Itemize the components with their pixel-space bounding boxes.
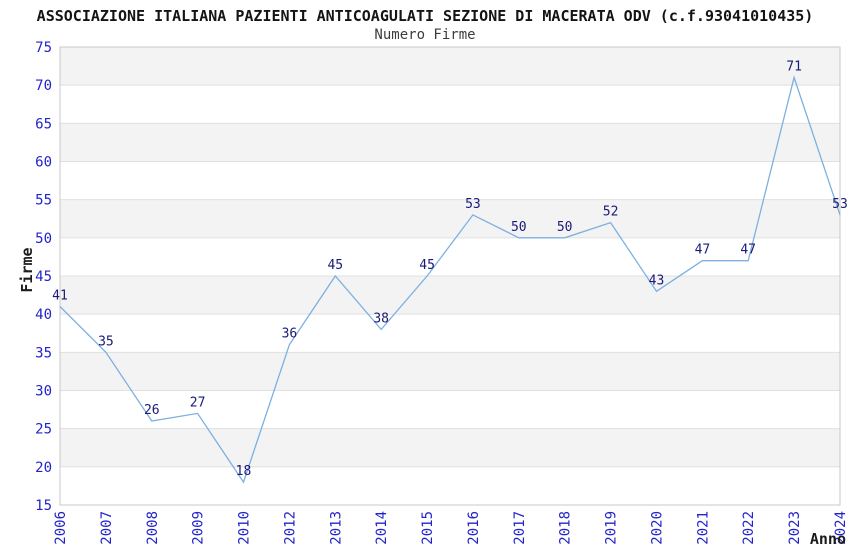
y-tick-label: 30: [35, 384, 52, 400]
y-tick-label: 25: [35, 422, 52, 438]
data-point-label: 53: [465, 197, 481, 212]
x-tick-label: 2024: [833, 511, 849, 545]
x-tick-label: 2007: [99, 511, 115, 545]
y-axis-label: Firme: [18, 247, 36, 293]
x-tick-label: 2021: [695, 511, 711, 545]
data-point-label: 18: [236, 464, 252, 479]
plot-band: [60, 47, 840, 86]
data-point-label: 47: [695, 243, 711, 258]
plot-band: [60, 161, 840, 200]
data-point-label: 41: [52, 289, 68, 304]
y-tick-label: 20: [35, 460, 52, 476]
y-tick-label: 45: [35, 269, 52, 285]
data-line: [59, 75, 841, 484]
x-tick-label: 2009: [191, 511, 207, 545]
data-point-label: 50: [557, 220, 573, 235]
y-tick-label: 35: [35, 345, 52, 361]
x-tick-label: 2008: [145, 511, 161, 545]
y-tick-label: 65: [35, 116, 52, 132]
y-tick-label: 50: [35, 231, 52, 247]
y-tick-label: 15: [35, 498, 52, 514]
x-tick-label: 2012: [282, 511, 298, 545]
data-point-label: 45: [327, 258, 343, 273]
plot-band: [60, 199, 840, 238]
y-tick-label: 75: [35, 40, 52, 56]
data-point-label: 52: [603, 205, 619, 220]
plot-band: [60, 123, 840, 162]
x-tick-label: 2022: [741, 511, 757, 545]
y-tick-label: 70: [35, 78, 52, 94]
x-tick-label: 2006: [53, 511, 69, 545]
plot-band: [60, 314, 840, 353]
plot-band: [60, 352, 840, 391]
data-point-label: 53: [832, 197, 848, 212]
x-tick-label: 2016: [466, 511, 482, 545]
x-tick-label: 2010: [237, 511, 253, 545]
x-tick-label: 2019: [604, 511, 620, 545]
x-tick-label: 2023: [787, 511, 803, 545]
data-point-label: 47: [740, 243, 756, 258]
x-tick-label: 2018: [558, 511, 574, 545]
data-point-label: 50: [511, 220, 527, 235]
data-point-label: 36: [282, 327, 298, 342]
data-point-label: 71: [786, 60, 802, 75]
plot-border: [59, 46, 841, 506]
plot-band: [60, 276, 840, 315]
data-point-label: 27: [190, 395, 206, 410]
x-axis-label: Anno: [809, 530, 846, 548]
chart-title: ASSOCIAZIONE ITALIANA PAZIENTI ANTICOAGU…: [36, 7, 814, 25]
x-tick-label: 2013: [328, 511, 344, 545]
plot-band: [60, 85, 840, 124]
data-point-label: 35: [98, 334, 114, 349]
chart-subtitle: Numero Firme: [374, 27, 476, 43]
plot-band: [60, 466, 840, 505]
data-point-label: 26: [144, 403, 160, 418]
data-point-label: 45: [419, 258, 435, 273]
y-tick-label: 60: [35, 155, 52, 171]
data-point-label: 38: [373, 311, 389, 326]
x-tick-label: 2015: [420, 511, 436, 545]
x-tick-label: 2014: [374, 511, 390, 545]
plot-band: [60, 390, 840, 429]
x-tick-label: 2020: [650, 511, 666, 545]
y-tick-label: 40: [35, 307, 52, 323]
y-tick-label: 55: [35, 193, 52, 209]
data-point-label: 43: [649, 273, 665, 288]
x-tick-label: 2017: [512, 511, 528, 545]
plot-band: [60, 237, 840, 276]
plot-band: [60, 428, 840, 467]
